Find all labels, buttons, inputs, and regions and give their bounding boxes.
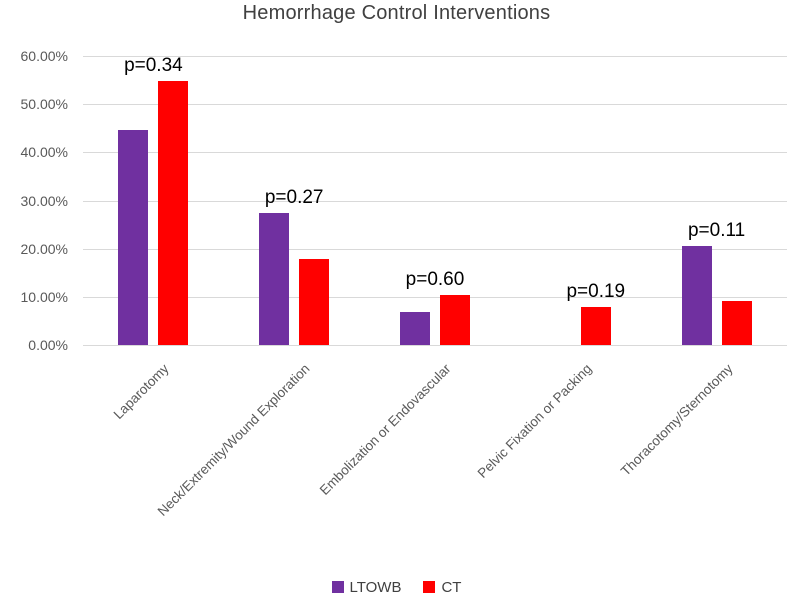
p-value-label-3: p=0.19 xyxy=(566,281,626,303)
bar-ltowb-1 xyxy=(259,212,290,345)
legend-item-ct: CT xyxy=(423,580,461,595)
p-value-label-1: p=0.27 xyxy=(264,186,324,208)
y-axis-tick-label-0: 0.00% xyxy=(28,337,68,353)
gridline-10 xyxy=(83,296,787,298)
x-axis-label-3: Pelvic Fixation or Packing xyxy=(474,361,595,481)
legend-item-ltowb: LTOWB xyxy=(331,578,402,596)
y-axis-tick-label-30: 30.00% xyxy=(20,192,68,209)
bar-ltowb-0 xyxy=(118,130,149,345)
y-axis-tick-label-40: 40.00% xyxy=(20,144,68,161)
gridline-40 xyxy=(83,152,787,154)
bar-ct-3 xyxy=(580,307,611,345)
chart-title: Hemorrhage Control Interventions xyxy=(242,2,551,24)
p-value-label-0: p=0.34 xyxy=(124,55,183,77)
gridline-30 xyxy=(83,200,787,202)
gridline-60 xyxy=(83,56,787,57)
bar-ct-1 xyxy=(299,258,330,345)
gridline-20 xyxy=(83,248,787,250)
p-value-label-2: p=0.60 xyxy=(405,269,465,291)
legend-swatch-ltowb-icon xyxy=(331,581,344,593)
y-axis-tick-label-50: 50.00% xyxy=(20,96,68,113)
bar-ct-2 xyxy=(440,295,470,345)
gridline-0 xyxy=(83,345,787,346)
bar-ct-0 xyxy=(158,81,189,345)
y-axis-tick-label-60: 60.00% xyxy=(20,48,68,64)
p-value-label-4: p=0.11 xyxy=(687,220,746,242)
legend-label-ct: CT xyxy=(441,578,462,596)
legend-label-ltowb: LTOWB xyxy=(349,578,402,596)
y-axis-tick-label-10: 10.00% xyxy=(20,288,68,305)
bar-ltowb-2 xyxy=(400,312,430,345)
gridline-50 xyxy=(83,104,787,106)
legend: LTOWB CT xyxy=(0,576,793,598)
y-axis-tick-label-20: 20.00% xyxy=(20,240,68,257)
legend-swatch-ct-icon xyxy=(423,581,436,593)
bar-ltowb-4 xyxy=(681,246,712,345)
x-axis-label-0: Laparotomy xyxy=(110,361,173,423)
x-axis-label-4: Thoracotomy/Sternotomy xyxy=(617,361,736,479)
x-axis-label-2: Embolization or Endovascular xyxy=(316,361,454,498)
x-axis-label-1: Neck/Extremity/Wound Exploration xyxy=(154,361,313,519)
bar-ct-4 xyxy=(721,301,752,345)
